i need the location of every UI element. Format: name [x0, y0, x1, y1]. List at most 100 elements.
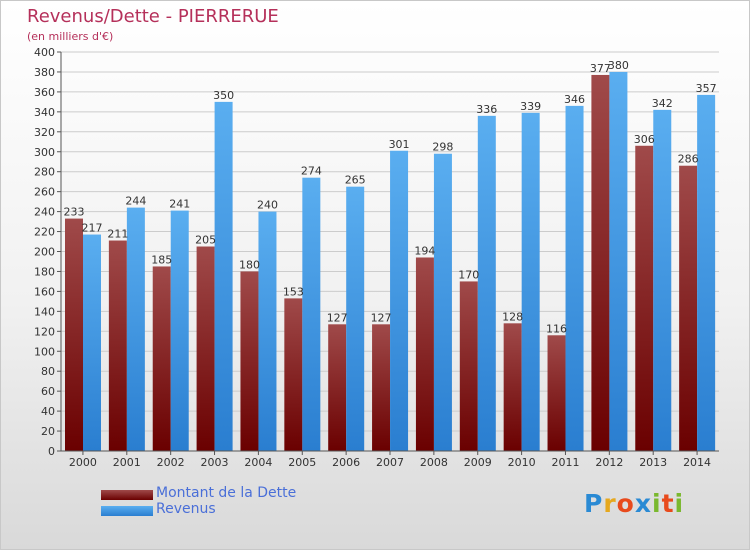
bar-revenue: [521, 112, 540, 451]
data-label-revenue: 217: [82, 222, 103, 235]
bar-debt: [284, 298, 303, 451]
logo-letter: P: [584, 489, 604, 518]
data-label-revenue: 350: [213, 89, 234, 102]
x-tick-label: 2014: [683, 456, 711, 469]
y-tick-label: 20: [41, 425, 55, 438]
logo-letter: r: [603, 489, 617, 518]
logo-letter: x: [634, 489, 652, 518]
x-tick-label: 2004: [244, 456, 272, 469]
data-label-debt: 116: [546, 322, 567, 335]
data-label-revenue: 241: [169, 198, 190, 211]
data-label-debt: 127: [371, 311, 392, 324]
data-labels: 233 217 211 244 185 241 205 350 180 240 153 274 127 2…: [64, 59, 717, 335]
chart-title: Revenus/Dette - PIERRERUE: [27, 6, 279, 27]
y-tick-label: 140: [34, 305, 55, 318]
x-tick-label: 2009: [464, 456, 492, 469]
y-tick-label: 0: [48, 445, 55, 458]
data-label-revenue: 342: [652, 97, 673, 110]
bar-revenue: [214, 101, 233, 451]
x-tick-label: 2000: [69, 456, 97, 469]
y-tick-label: 300: [34, 146, 55, 159]
data-label-debt: 180: [239, 258, 260, 271]
data-label-revenue: 336: [476, 103, 497, 116]
bar-revenue: [609, 71, 628, 451]
legend-swatch-debt: [101, 490, 153, 500]
bar-revenue: [346, 186, 365, 451]
bar-debt: [679, 165, 698, 451]
y-tick-label: 360: [34, 86, 55, 99]
y-tick-label: 60: [41, 385, 55, 398]
y-tick-label: 280: [34, 166, 55, 179]
y-tick-label: 160: [34, 285, 55, 298]
bar-debt: [152, 266, 171, 451]
data-label-debt: 286: [678, 153, 699, 166]
legend-swatch-revenue: [101, 506, 153, 516]
data-label-revenue: 339: [520, 100, 541, 113]
bar-revenue: [433, 153, 452, 451]
y-tick-label: 80: [41, 365, 55, 378]
data-label-debt: 205: [195, 234, 216, 247]
data-label-revenue: 357: [696, 82, 717, 95]
data-label-revenue: 380: [608, 59, 629, 72]
bar-debt: [547, 335, 566, 451]
logo-letter: o: [616, 489, 635, 518]
data-label-debt: 377: [590, 62, 611, 75]
data-label-debt: 127: [327, 311, 348, 324]
bar-debt: [459, 281, 478, 451]
bar-revenue: [302, 177, 321, 451]
y-tick-label: 220: [34, 226, 55, 239]
x-tick-label: 2002: [157, 456, 185, 469]
bar-revenue: [565, 105, 584, 452]
y-tick-label: 380: [34, 66, 55, 79]
data-label-debt: 306: [634, 133, 655, 146]
y-tick-label: 400: [34, 46, 55, 59]
bar-debt: [372, 324, 391, 451]
y-tick-label: 320: [34, 126, 55, 139]
data-label-debt: 194: [414, 244, 435, 257]
axes: 0 20 40 60 80 100 120 140 160 180 200 220 240 260 280 3…: [34, 46, 719, 469]
bar-revenue: [83, 234, 101, 451]
x-tick-label: 2001: [113, 456, 141, 469]
data-label-revenue: 265: [345, 174, 366, 187]
y-tick-label: 100: [34, 345, 55, 358]
bar-debt: [503, 323, 522, 451]
data-label-debt: 211: [107, 228, 128, 241]
logo-letter: t: [661, 489, 675, 518]
data-label-revenue: 298: [432, 141, 453, 154]
bar-debt: [635, 145, 654, 451]
bar-debt: [328, 324, 347, 451]
bar-revenue: [170, 210, 189, 451]
bar-debt: [240, 271, 259, 451]
data-label-revenue: 240: [257, 199, 278, 212]
x-tick-label: 2013: [639, 456, 667, 469]
bar-revenue: [477, 115, 496, 451]
bar-revenue: [258, 211, 277, 451]
bar-debt: [65, 218, 83, 451]
x-tick-label: 2006: [332, 456, 360, 469]
data-label-revenue: 346: [564, 93, 585, 106]
x-tick-label: 2003: [201, 456, 229, 469]
data-label-debt: 170: [458, 268, 479, 281]
data-label-revenue: 244: [125, 195, 146, 208]
bar-revenue: [697, 94, 716, 451]
data-label-debt: 185: [151, 253, 172, 266]
bar-revenue: [126, 207, 145, 451]
chart-subtitle: (en milliers d'€): [27, 30, 114, 43]
y-tick-label: 200: [34, 246, 55, 259]
data-label-revenue: 301: [389, 138, 410, 151]
x-tick-label: 2007: [376, 456, 404, 469]
proxiti-logo: Proxiti: [584, 489, 684, 518]
y-tick-label: 260: [34, 186, 55, 199]
x-tick-label: 2005: [288, 456, 316, 469]
bar-revenue: [653, 109, 672, 451]
data-label-debt: 233: [64, 206, 85, 219]
logo-letter: i: [652, 489, 662, 518]
x-tick-label: 2010: [508, 456, 536, 469]
data-label-revenue: 274: [301, 165, 322, 178]
bar-debt: [108, 240, 127, 451]
x-tick-label: 2012: [595, 456, 623, 469]
data-label-debt: 153: [283, 285, 304, 298]
logo-letter: i: [674, 489, 685, 518]
